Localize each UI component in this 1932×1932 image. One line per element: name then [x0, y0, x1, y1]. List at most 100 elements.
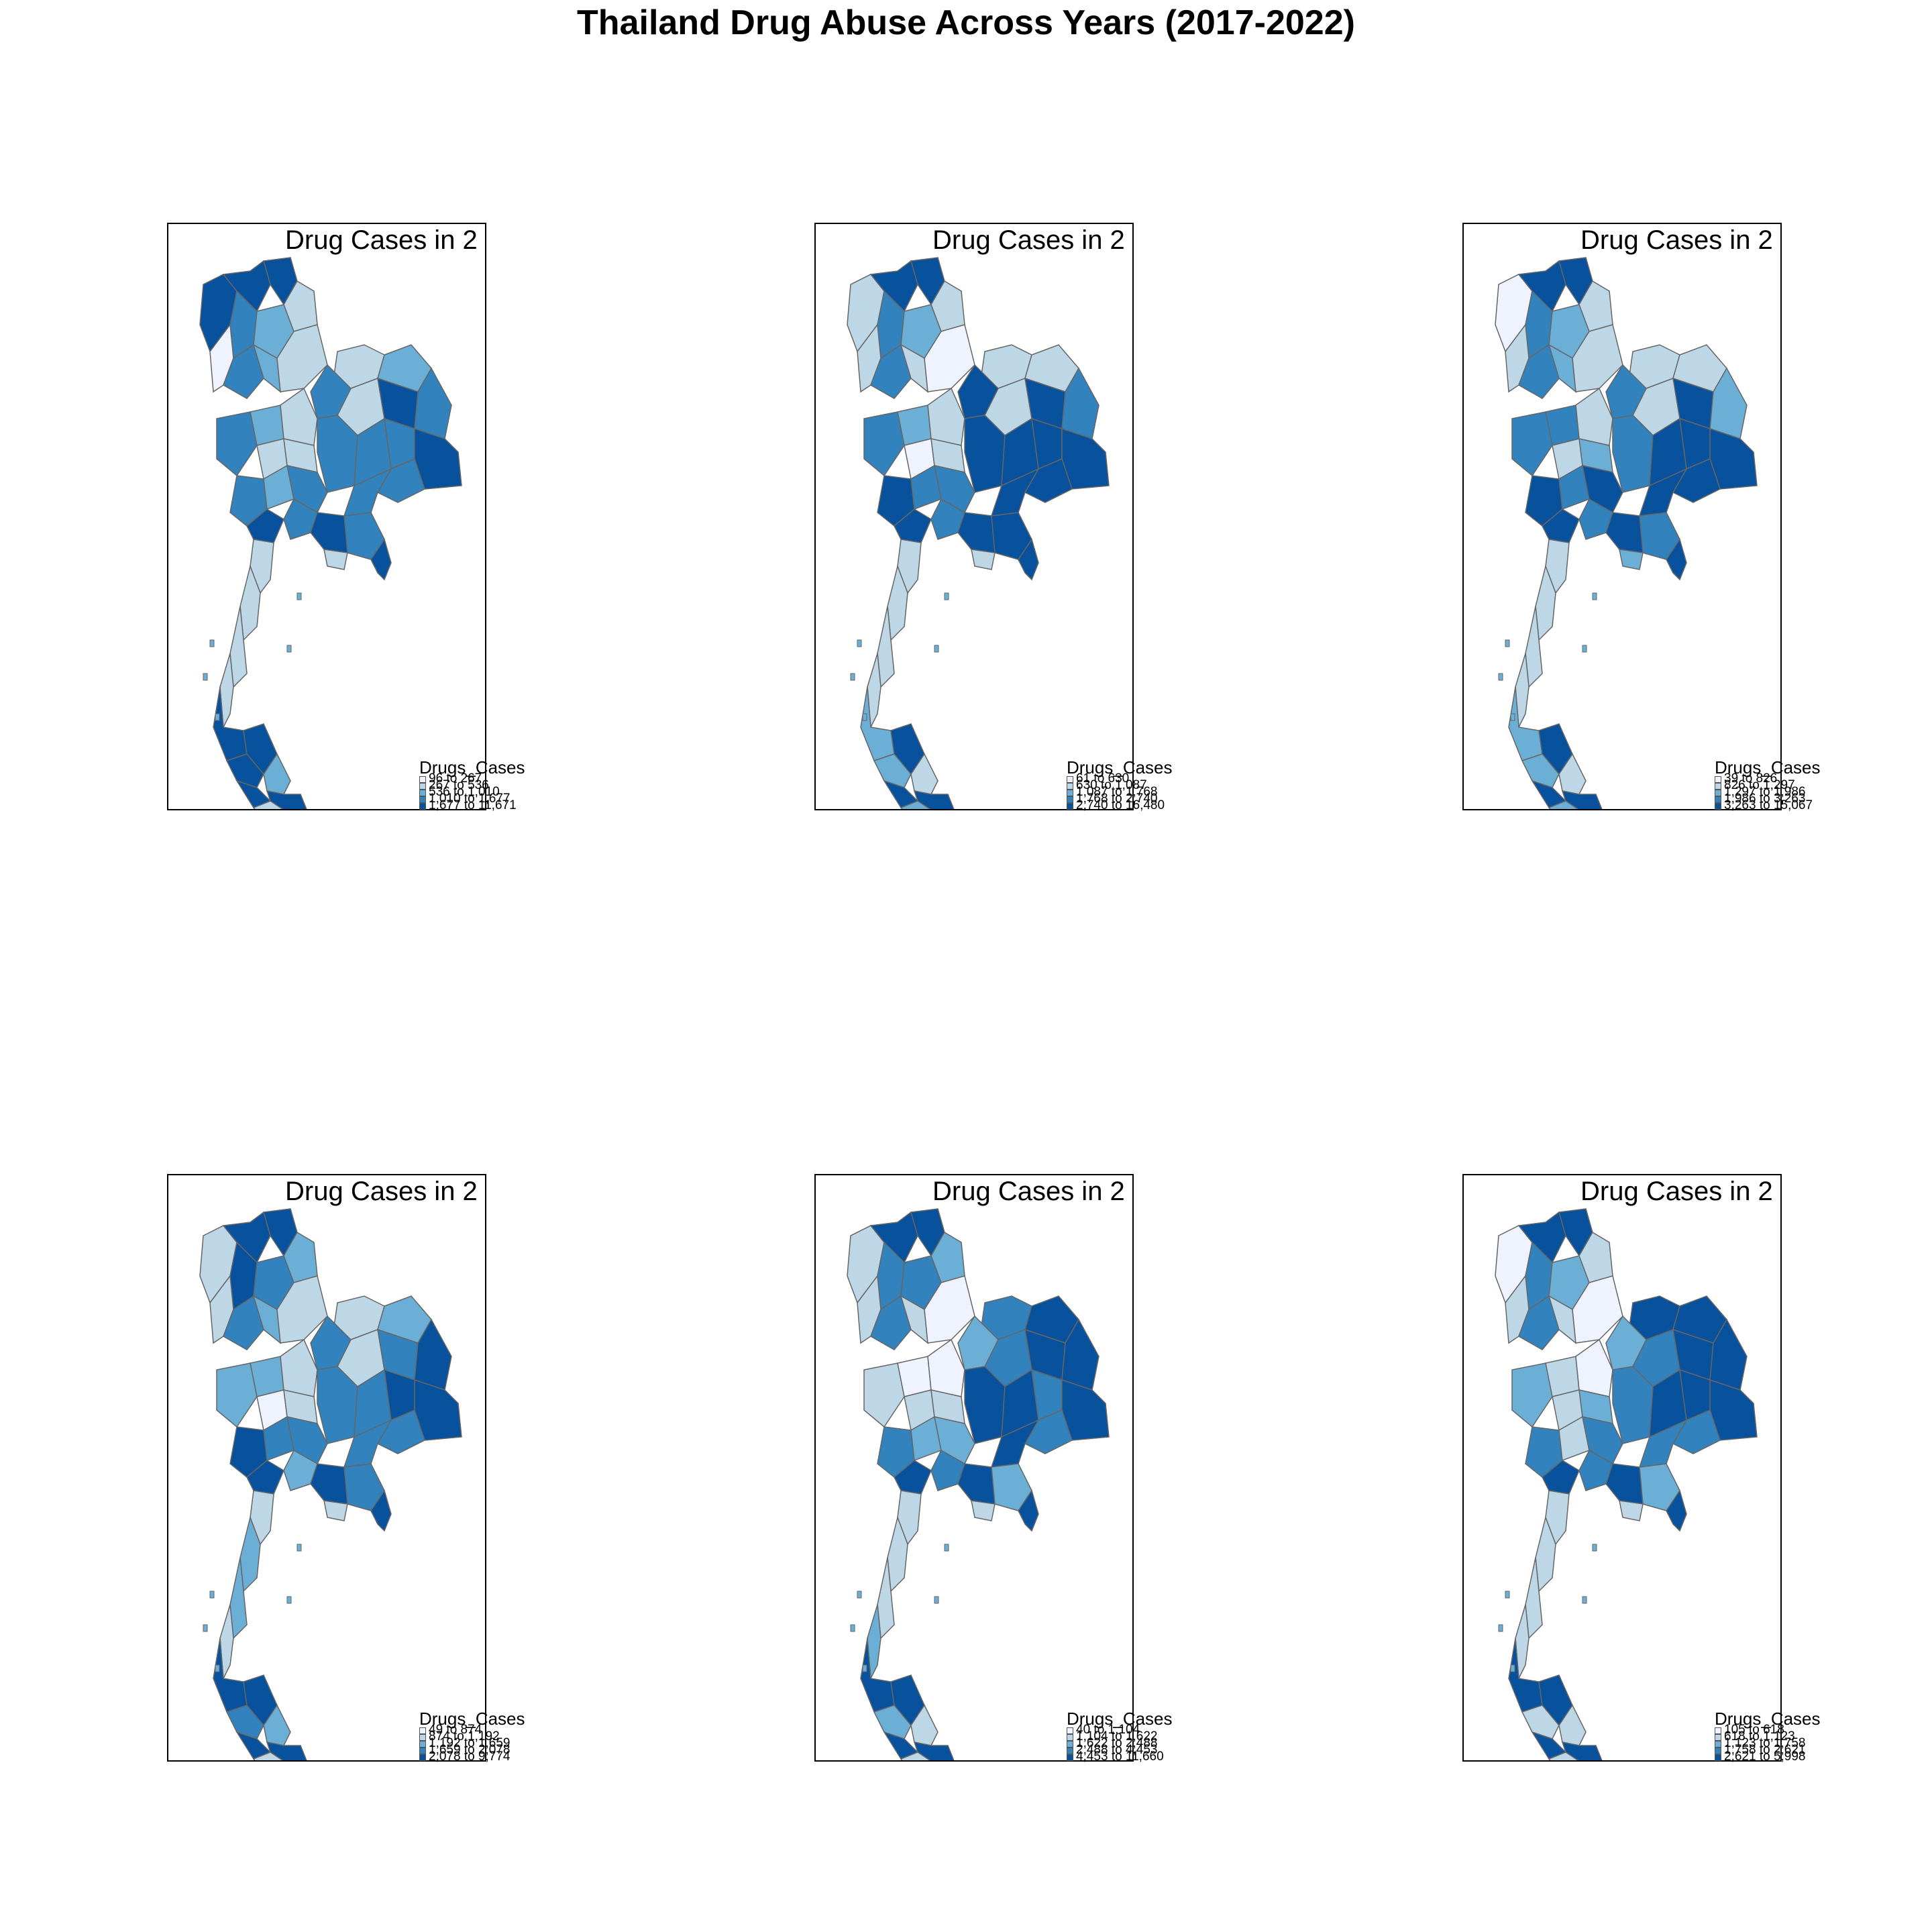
province-region [1521, 1705, 1560, 1739]
legend-swatch [1067, 1754, 1073, 1761]
legend-label: 1,192 to 1,659 [429, 1736, 511, 1750]
map-legend: Drugs_Cases 49 to 874 874 to 1,192 1,192 to… [419, 1710, 560, 1764]
province-region [414, 367, 452, 439]
legend-item: 1,104 to 1,622 [1067, 1729, 1208, 1743]
province-region [927, 1338, 965, 1397]
legend-label: 2,078 to 9,774 [429, 1750, 511, 1764]
province-region [897, 539, 922, 594]
panel-title: Drug Cases in 2 [285, 225, 478, 255]
map-panel: Drug Cases in 2 Drugs_Cases 61 to 630 630 t… [814, 223, 1173, 812]
province-region [323, 1500, 348, 1521]
province-region [1542, 508, 1580, 543]
province-region [1535, 564, 1556, 641]
province-region [900, 800, 931, 809]
province-region [990, 468, 1040, 517]
province-region [863, 411, 905, 477]
province-region [1638, 468, 1688, 517]
province-region [1619, 549, 1644, 570]
province-region [252, 1752, 284, 1760]
island-region [862, 713, 867, 721]
legend-swatch [1067, 1748, 1073, 1754]
legend-item: 2,078 to 9,774 [419, 1750, 560, 1764]
province-region [894, 508, 932, 543]
legend-label: 1,123 to 1,758 [1724, 1736, 1806, 1750]
legend-item: 826 to 1,297 [1715, 779, 1856, 792]
province-region [263, 753, 291, 795]
legend-label: 1,758 to 2,621 [1724, 1743, 1806, 1757]
legend-title: Drugs_Cases [1715, 757, 1821, 777]
province-region [897, 1356, 932, 1397]
province-region [1545, 1356, 1580, 1397]
province-region [1575, 1338, 1613, 1397]
province-region [971, 1500, 996, 1521]
province-region [897, 1490, 922, 1546]
province-region [250, 1490, 274, 1546]
province-region [250, 1356, 284, 1397]
legend-swatch [419, 776, 426, 783]
legend-label: 630 to 1,087 [1076, 778, 1147, 792]
island-region [297, 592, 302, 600]
legend-swatch [419, 796, 426, 803]
province-region [246, 1460, 284, 1495]
panel-title: Drug Cases in 2 [1580, 1177, 1773, 1206]
province-region [1548, 800, 1579, 809]
province-region [229, 1557, 248, 1640]
legend-swatch [1715, 1748, 1721, 1754]
legend-swatch [1715, 1727, 1721, 1734]
province-region [246, 508, 284, 543]
legend-label: 49 to 874 [429, 1723, 482, 1737]
island-region [215, 713, 220, 721]
legend-label: 40 to 1,104 [1076, 1723, 1140, 1737]
legend-item: 1,087 to 1,768 [1067, 785, 1208, 799]
legend-item: 1,123 to 1,758 [1715, 1736, 1856, 1750]
legend-swatch [419, 803, 426, 810]
province-region [250, 539, 274, 594]
province-region [910, 753, 938, 795]
province-region [1525, 606, 1543, 688]
province-region [280, 1338, 318, 1397]
map-legend: Drugs_Cases 61 to 630 630 to 1,087 1,087 to… [1067, 759, 1208, 812]
island-region [934, 1596, 939, 1604]
province-region [1709, 1318, 1748, 1391]
province-region [1709, 367, 1748, 439]
province-region [1558, 753, 1587, 795]
province-region [1518, 343, 1560, 399]
legend-item: 1,768 to 2,740 [1067, 792, 1208, 806]
panel-title: Drug Cases in 2 [932, 225, 1125, 255]
island-region [203, 673, 208, 681]
panel-title: Drug Cases in 2 [932, 1177, 1125, 1206]
island-region [209, 639, 215, 647]
island-region [857, 1591, 862, 1599]
province-region [1018, 1489, 1039, 1532]
province-region [283, 280, 318, 332]
legend-label: 1,010 to 1,677 [429, 792, 511, 806]
legend-label: 1,104 to 1,622 [1076, 1729, 1158, 1743]
legend-item: 2,488 to 4,453 [1067, 1743, 1208, 1756]
legend-label: 96 to 267 [429, 771, 482, 786]
province-region [1535, 1515, 1556, 1593]
legend-item: 536 to 1,010 [419, 786, 560, 798]
province-map [199, 257, 462, 809]
island-region [850, 1624, 855, 1632]
province-region [990, 1419, 1040, 1468]
legend-label: 2,740 to 16,480 [1076, 798, 1165, 812]
legend-label: 618 to 1,123 [1724, 1729, 1795, 1743]
province-region [1575, 387, 1613, 446]
province-region [930, 280, 965, 332]
legend-item: 1,677 to 11,671 [419, 798, 560, 812]
province-region [229, 606, 248, 688]
map-panel: Drug Cases in 2 Drugs_Cases 49 to 874 874 t… [167, 1174, 525, 1763]
province-region [1666, 1489, 1687, 1532]
legend-label: 1,087 to 1,768 [1076, 785, 1158, 799]
province-region [900, 1752, 931, 1760]
legend-item: 3,263 to 15,067 [1715, 799, 1856, 812]
island-region [1582, 1596, 1587, 1604]
legend-item: 49 to 874 [419, 1723, 560, 1737]
island-region [944, 1544, 949, 1552]
map-panel: Drug Cases in 2 Drugs_Cases 40 to 1,104 1,1… [814, 1174, 1173, 1763]
map-panel: Drug Cases in 2 Drugs_Cases 39 to 826 826 t… [1462, 223, 1821, 812]
legend-label: 1,677 to 11,671 [429, 798, 517, 812]
province-region [343, 1419, 392, 1468]
province-region [219, 1604, 234, 1680]
legend-label: 1,768 to 2,740 [1076, 792, 1158, 806]
